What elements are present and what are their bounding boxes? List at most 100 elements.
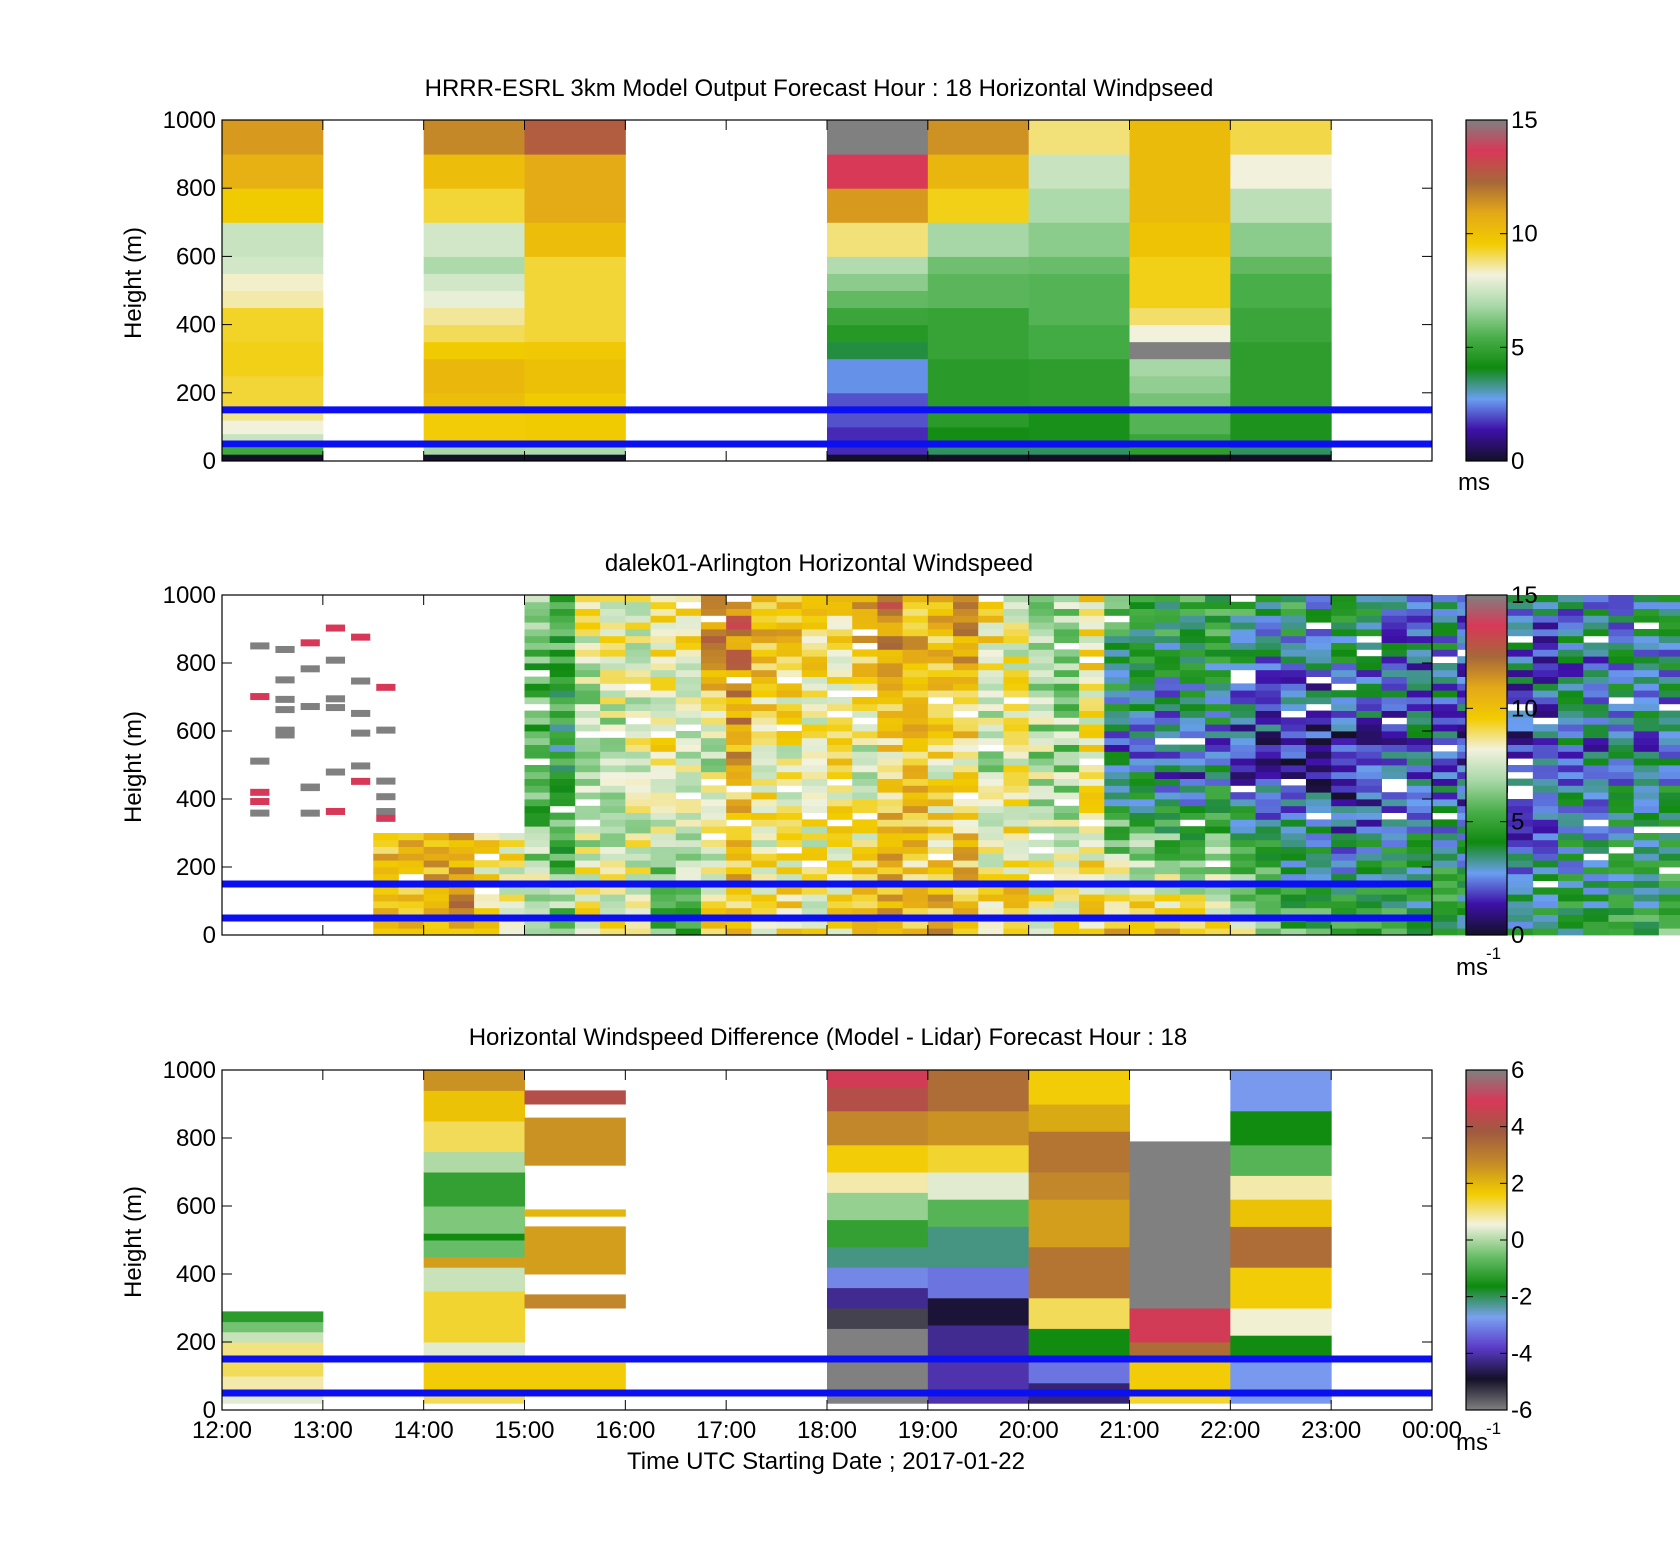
lidar-cell-43-3 xyxy=(1305,907,1332,915)
heat-cell-1-12 xyxy=(423,1090,525,1122)
lidar-cell-42-3 xyxy=(1280,907,1307,915)
lidar-cell-38-32 xyxy=(1179,710,1206,718)
lidar-cell-16-10 xyxy=(625,860,651,868)
lidar-cell-42-5 xyxy=(1280,894,1307,902)
lidar-cell-16-17 xyxy=(625,812,651,820)
lidar-cell-51-47 xyxy=(1507,608,1534,616)
lidar-cell-26-37 xyxy=(877,676,904,684)
lidar-cell-55-25 xyxy=(1608,758,1635,766)
lidar-cell-21-30 xyxy=(751,724,777,732)
lidar-cell-56-48 xyxy=(1633,601,1660,609)
lidar-cell-7-5 xyxy=(398,894,425,902)
lidar-cell-53-20 xyxy=(1558,792,1584,800)
lidar-cell-15-38 xyxy=(600,669,626,677)
lidar-cell-40-4 xyxy=(1230,901,1256,909)
lidar-cell-17-35 xyxy=(650,690,677,698)
lidar-cell-14-21 xyxy=(574,785,601,793)
lidar-cell-18-37 xyxy=(675,676,702,684)
lidar-cell-10-0 xyxy=(474,928,500,936)
lidar-sparse-cell xyxy=(376,777,396,785)
lidar-cell-52-30 xyxy=(1532,724,1559,732)
lidar-cell-45-10 xyxy=(1356,860,1382,868)
lidar-cell-53-31 xyxy=(1558,717,1584,725)
lidar-cell-15-45 xyxy=(600,622,626,630)
lidar-cell-21-45 xyxy=(751,622,777,630)
lidar-cell-12-20 xyxy=(524,792,551,800)
lidar-cell-38-31 xyxy=(1179,717,1206,725)
lidar-cell-12-18 xyxy=(524,805,551,813)
lidar-cell-16-23 xyxy=(625,771,651,779)
lidar-cell-23-34 xyxy=(801,697,828,705)
lidar-cell-54-33 xyxy=(1583,703,1609,711)
lidar-cell-46-28 xyxy=(1381,737,1408,745)
heat-cell-5-3 xyxy=(1028,1297,1130,1329)
lidar-cell-32-18 xyxy=(1028,805,1055,813)
lidar-cell-46-14 xyxy=(1381,833,1408,841)
lidar-cell-57-10 xyxy=(1658,860,1680,868)
lidar-cell-16-19 xyxy=(625,799,651,807)
lidar-cell-13-44 xyxy=(549,629,576,637)
lidar-cell-43-44 xyxy=(1305,629,1332,637)
lidar-cell-33-25 xyxy=(1053,758,1080,766)
lidar-cell-28-3 xyxy=(927,907,954,915)
lidar-cell-57-42 xyxy=(1658,642,1680,650)
lidar-cell-54-19 xyxy=(1583,799,1609,807)
heat-cell-3-4 xyxy=(827,1246,929,1268)
lidar-cell-57-27 xyxy=(1658,744,1680,752)
lidar-cell-21-38 xyxy=(751,669,777,677)
heat-cell-4-5 xyxy=(927,273,1030,309)
lidar-sparse-cell xyxy=(325,768,346,776)
lidar-cell-41-28 xyxy=(1255,737,1282,745)
lidar-cell-55-35 xyxy=(1608,690,1635,698)
lidar-cell-46-39 xyxy=(1381,663,1408,671)
lidar-cell-35-44 xyxy=(1104,629,1130,637)
lidar-cell-39-0 xyxy=(1205,928,1231,936)
heat-cell-3-9 xyxy=(827,1110,929,1146)
lidar-cell-22-13 xyxy=(776,839,803,847)
lidar-cell-40-10 xyxy=(1230,860,1256,868)
heat-cell-1-13 xyxy=(423,154,525,189)
lidar-cell-19-38 xyxy=(700,669,727,677)
lidar-cell-40-25 xyxy=(1230,758,1256,766)
lidar-cell-53-38 xyxy=(1558,669,1584,677)
lidar-cell-39-27 xyxy=(1205,744,1231,752)
lidar-cell-29-4 xyxy=(953,901,979,909)
lidar-cell-12-34 xyxy=(524,697,551,705)
x-tick-label: 22:00 xyxy=(1200,1417,1260,1444)
lidar-cell-24-9 xyxy=(827,867,853,875)
lidar-cell-18-15 xyxy=(675,826,702,834)
lidar-cell-16-38 xyxy=(625,669,651,677)
lidar-cell-52-14 xyxy=(1532,833,1559,841)
heat-cell-5-6 xyxy=(1028,1172,1130,1200)
lidar-cell-29-42 xyxy=(953,642,979,650)
lidar-cell-29-19 xyxy=(953,799,979,807)
lidar-cell-26-34 xyxy=(877,697,904,705)
lidar-cell-53-47 xyxy=(1558,608,1584,616)
lidar-cell-20-43 xyxy=(726,635,752,643)
lidar-cell-28-37 xyxy=(927,676,954,684)
lidar-cell-21-49 xyxy=(751,595,777,603)
lidar-cell-13-10 xyxy=(549,860,576,868)
lidar-cell-12-45 xyxy=(524,622,551,630)
lidar-cell-41-32 xyxy=(1255,710,1282,718)
lidar-cell-44-45 xyxy=(1331,622,1357,630)
heat-cell-3-12 xyxy=(827,154,929,189)
lidar-cell-15-24 xyxy=(600,765,626,773)
lidar-cell-57-6 xyxy=(1658,887,1680,895)
lidar-cell-30-33 xyxy=(978,703,1004,711)
lidar-cell-13-17 xyxy=(549,812,576,820)
lidar-cell-19-36 xyxy=(700,683,727,691)
cbar-tick-label: 10 xyxy=(1511,221,1538,248)
lidar-cell-36-47 xyxy=(1129,608,1156,616)
lidar-cell-47-6 xyxy=(1406,887,1433,895)
heat-cell-1-14 xyxy=(423,120,525,155)
lidar-cell-42-39 xyxy=(1280,663,1307,671)
lidar-cell-22-39 xyxy=(776,663,803,671)
lidar-cell-53-26 xyxy=(1558,751,1584,759)
lidar-cell-22-43 xyxy=(776,635,803,643)
lidar-cell-31-18 xyxy=(1003,805,1030,813)
lidar-cell-31-30 xyxy=(1003,724,1030,732)
lidar-cell-25-18 xyxy=(852,805,878,813)
lidar-cell-36-49 xyxy=(1129,595,1156,603)
